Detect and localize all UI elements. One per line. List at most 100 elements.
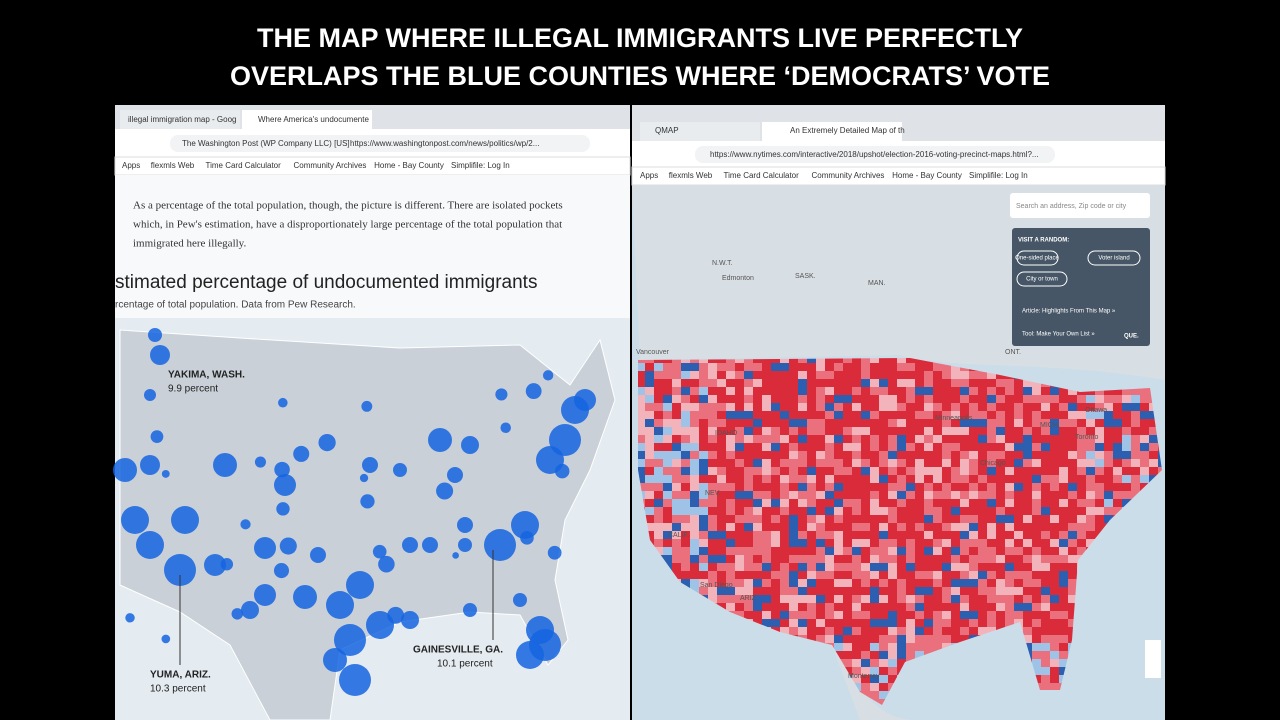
zoom-control[interactable] [1145, 640, 1161, 678]
county [942, 379, 951, 387]
county [852, 587, 861, 595]
county [780, 579, 789, 587]
panel-link[interactable]: Article: Highlights From This Map » [1022, 309, 1116, 315]
tab-title[interactable]: An Extremely Detailed Map of th [790, 126, 905, 135]
county [1041, 387, 1050, 395]
county [798, 363, 807, 371]
bookmark[interactable]: flexmls Web [669, 171, 713, 180]
bubble [334, 624, 366, 656]
bookmark[interactable]: Time Card Calculator [206, 161, 282, 170]
button-label[interactable]: One-sided place [1015, 256, 1059, 262]
bookmark[interactable]: flexmls Web [151, 161, 195, 170]
search-box[interactable] [1010, 193, 1150, 218]
county [717, 387, 726, 395]
county [681, 419, 690, 427]
button[interactable] [1016, 271, 1068, 287]
bookmark[interactable]: Community Archives [294, 161, 367, 170]
county [717, 483, 726, 491]
county [1077, 467, 1086, 475]
county [1050, 571, 1059, 579]
bookmark[interactable]: Apps [122, 161, 140, 170]
county [1086, 451, 1095, 459]
bookmark[interactable]: Community Archives [812, 171, 885, 180]
county [888, 587, 897, 595]
county [1113, 443, 1122, 451]
tab[interactable] [120, 110, 240, 129]
county [906, 515, 915, 523]
county [996, 475, 1005, 483]
county [933, 563, 942, 571]
county [933, 403, 942, 411]
county [924, 387, 933, 395]
county [1005, 483, 1014, 491]
tab[interactable] [762, 122, 902, 141]
county [987, 587, 996, 595]
county [726, 563, 735, 571]
button[interactable] [1016, 250, 1059, 266]
county [735, 483, 744, 491]
county [699, 459, 708, 467]
county [996, 571, 1005, 579]
bookmark[interactable]: Home - Bay County [892, 171, 962, 180]
county [645, 435, 654, 443]
county [1059, 395, 1068, 403]
tab-title[interactable]: illegal immigration map - Goog [128, 115, 237, 124]
bookmark[interactable]: Simplifile: Log In [451, 161, 510, 170]
county [789, 539, 798, 547]
bubble [121, 506, 149, 534]
search-placeholder[interactable]: Search an address, Zip code or city [1016, 203, 1127, 210]
bookmark[interactable]: Time Card Calculator [724, 171, 800, 180]
county [645, 371, 654, 379]
county [708, 475, 717, 483]
tab[interactable] [242, 110, 372, 129]
bubble [361, 400, 373, 412]
county [717, 595, 726, 603]
county [897, 507, 906, 515]
tab-title[interactable]: QMAP [655, 126, 679, 135]
county [987, 595, 996, 603]
county [1050, 643, 1059, 651]
county [735, 523, 744, 531]
county [1005, 579, 1014, 587]
county [1086, 459, 1095, 467]
county [888, 667, 897, 675]
county [996, 467, 1005, 475]
county [690, 563, 699, 571]
county [897, 467, 906, 475]
tab-title[interactable]: Where America's undocumente [258, 115, 369, 124]
county [870, 427, 879, 435]
bookmark[interactable]: Simplifile: Log In [969, 171, 1028, 180]
url[interactable]: https://www.washingtonpost.com/news/poli… [350, 139, 539, 148]
bookmark[interactable]: Home - Bay County [374, 161, 444, 170]
county [969, 443, 978, 451]
county [1041, 555, 1050, 563]
county [753, 507, 762, 515]
address-bar[interactable] [170, 135, 590, 152]
county [843, 515, 852, 523]
county [987, 491, 996, 499]
bubble [113, 458, 137, 482]
county [1014, 435, 1023, 443]
county [708, 547, 717, 555]
address-bar[interactable] [695, 146, 1055, 163]
county [753, 619, 762, 627]
county [816, 515, 825, 523]
county [717, 523, 726, 531]
county [645, 427, 654, 435]
panel-link[interactable]: Tool: Make Your Own List » [1022, 332, 1095, 338]
tab[interactable] [640, 122, 760, 141]
bubble [574, 389, 596, 411]
county [861, 531, 870, 539]
bookmark[interactable]: Apps [640, 171, 658, 180]
url[interactable]: https://www.nytimes.com/interactive/2018… [710, 150, 1039, 159]
county [663, 358, 672, 363]
county [951, 379, 960, 387]
bubble [220, 558, 234, 571]
button-label[interactable]: Voter island [1098, 256, 1129, 262]
button[interactable] [1087, 250, 1141, 266]
county [816, 555, 825, 563]
county [744, 435, 753, 443]
county [789, 579, 798, 587]
county [978, 387, 987, 395]
button-label[interactable]: City or town [1026, 277, 1058, 283]
